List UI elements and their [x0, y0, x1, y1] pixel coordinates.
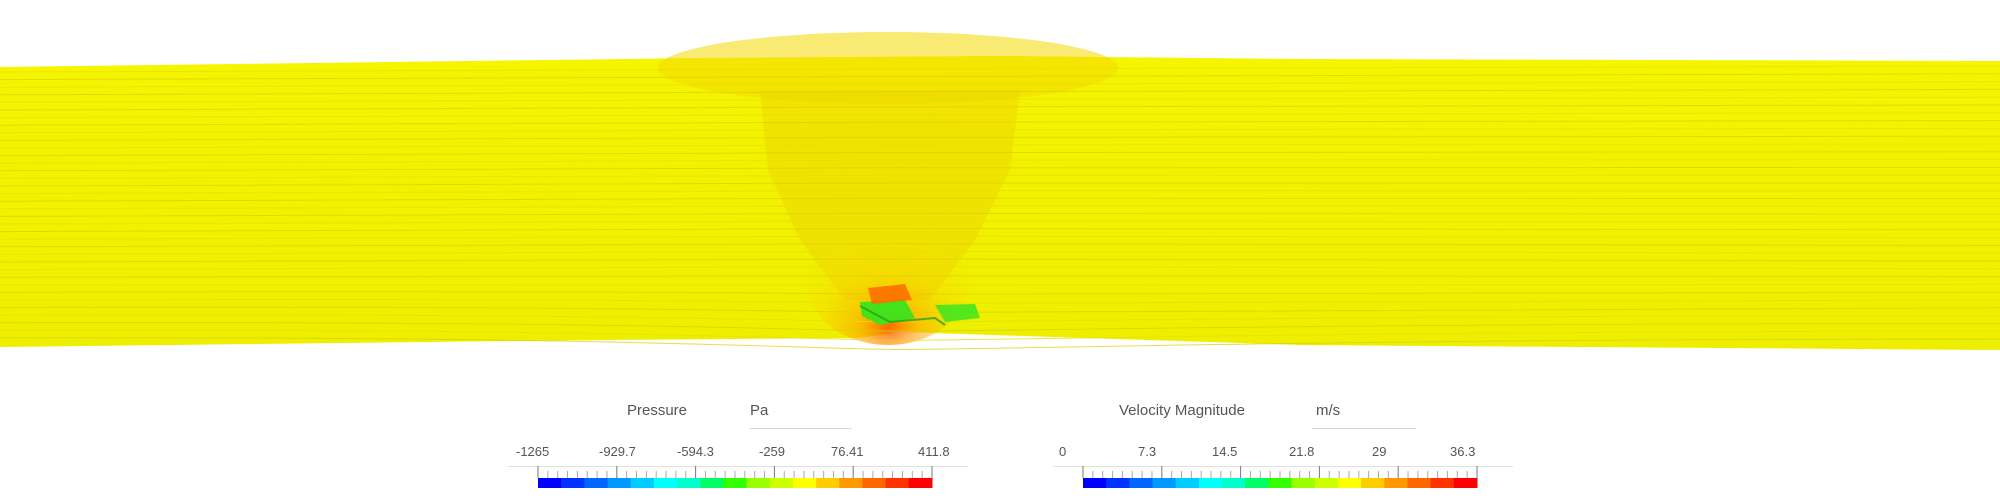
colorbar-segment	[792, 478, 817, 488]
streamline	[0, 88, 2000, 96]
colorbar-segment	[839, 478, 863, 488]
streamline	[0, 151, 2000, 157]
colorbar-segment	[723, 478, 748, 488]
tick-label: 29	[1372, 444, 1387, 459]
streamline	[0, 143, 2000, 149]
colorbar-segment	[1152, 478, 1177, 488]
tick-label: 36.3	[1450, 444, 1476, 459]
streamline	[0, 96, 2000, 103]
pressure-plume-top	[658, 32, 1118, 104]
colorbar-segment	[677, 478, 701, 488]
colorbar-segment	[700, 478, 724, 488]
tick-label: 0	[1059, 444, 1067, 459]
low-pressure-patch-right	[935, 304, 980, 322]
streamlines	[0, 65, 2000, 350]
streamline	[0, 197, 2000, 202]
streamline	[0, 127, 2000, 134]
streamline	[0, 337, 2000, 350]
legend-unit: m/s	[1316, 402, 1341, 419]
colorbar-segment	[1407, 478, 1432, 488]
colorbar-segment	[1129, 478, 1154, 488]
colorbar-segment	[885, 478, 910, 488]
tick-label: -259	[759, 444, 786, 459]
tick-label: -1265	[516, 444, 550, 459]
colorbar	[1082, 466, 1478, 488]
colorbar-segment	[538, 478, 562, 488]
unit-box: m/s	[1312, 396, 1416, 429]
colorbar-segment	[1245, 478, 1269, 488]
legend-title: Pressure	[627, 402, 688, 419]
tick-label: 21.8	[1289, 444, 1315, 459]
colorbar-segment	[769, 478, 794, 488]
colorbar-segment	[1175, 478, 1200, 488]
colorbar-segment	[630, 478, 655, 488]
colorbar-segment	[746, 478, 771, 488]
streamline	[0, 220, 2000, 225]
colorbar-segment	[1222, 478, 1246, 488]
pressure-legend: Pressure Pa -1265 -929.7 -594.3 -259 76.…	[500, 396, 980, 500]
pressure-cone	[760, 90, 1020, 300]
colorbar-segment	[1430, 478, 1455, 488]
colorbar-segment	[816, 478, 840, 488]
streamline	[0, 81, 2000, 88]
streamline	[0, 135, 2000, 141]
tick-label: 7.3	[1138, 444, 1157, 459]
legend-baseline	[1053, 466, 1513, 467]
colorbar-segment	[908, 478, 933, 488]
colorbar-segment	[653, 478, 678, 488]
legend-unit: Pa	[750, 402, 769, 419]
colorbar-segment	[1268, 478, 1293, 488]
cfd-viewport[interactable]	[0, 0, 2000, 390]
obstacle-edge	[859, 305, 946, 326]
colorbar-segment	[1453, 478, 1478, 488]
streamline	[0, 329, 2000, 341]
streamline	[0, 166, 2000, 172]
colorbar-segment	[1106, 478, 1130, 488]
colorbar-segment	[607, 478, 632, 488]
streamline	[0, 120, 2000, 126]
colorbar-segment	[1314, 478, 1339, 488]
tick-label: -929.7	[599, 444, 636, 459]
legend-title: Velocity Magnitude	[1119, 402, 1245, 419]
legend-baseline	[508, 466, 968, 467]
colorbar	[537, 466, 933, 488]
streamline	[0, 104, 2000, 111]
velocity-legend: Velocity Magnitude m/s 0 7.3 14.5 21.8 2…	[1045, 396, 1525, 500]
tick-label: 14.5	[1212, 444, 1238, 459]
colorbar-segment	[1291, 478, 1316, 488]
colorbar-segment	[1361, 478, 1385, 488]
colorbar-segment	[862, 478, 887, 488]
colorbar-segment	[584, 478, 609, 488]
low-pressure-patch-left	[860, 300, 915, 325]
streamline	[0, 159, 2000, 164]
streamline	[0, 322, 2000, 332]
streamline	[0, 174, 2000, 179]
streamline	[0, 182, 2000, 187]
high-pressure-spot	[868, 284, 912, 304]
streamline	[0, 205, 2000, 210]
colorbar-segment	[561, 478, 585, 488]
colorbar-segment	[1337, 478, 1362, 488]
streamline	[0, 212, 2000, 217]
colorbar-segment	[1198, 478, 1223, 488]
streamline	[0, 112, 2000, 119]
unit-box: Pa	[750, 396, 852, 429]
colorbar-segment	[1384, 478, 1408, 488]
tick-label: -594.3	[677, 444, 714, 459]
tick-label: 76.41	[831, 444, 864, 459]
streamline	[0, 189, 2000, 195]
colorbar-segment	[1083, 478, 1107, 488]
tick-label: 411.8	[918, 444, 950, 459]
